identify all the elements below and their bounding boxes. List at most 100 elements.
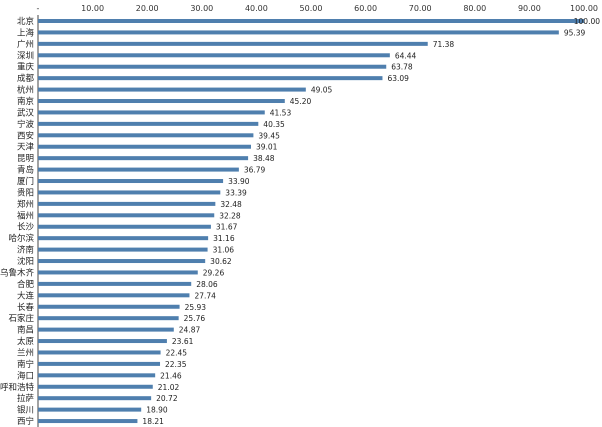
x-tick-label: 20.00 <box>136 4 159 13</box>
bar <box>38 407 142 412</box>
value-label: 29.26 <box>203 268 225 277</box>
bar <box>38 76 383 81</box>
bar <box>38 179 224 184</box>
bar <box>38 133 254 138</box>
bar <box>38 30 559 35</box>
category-label: 广州 <box>17 39 34 50</box>
bar <box>38 167 239 172</box>
bar <box>38 224 211 229</box>
category-label: 天津 <box>17 142 35 153</box>
x-tick-label: 80.00 <box>463 4 486 13</box>
category-label: 西宁 <box>17 416 34 427</box>
bar <box>38 99 285 104</box>
value-label: 27.74 <box>194 291 216 300</box>
value-label: 18.21 <box>142 417 164 426</box>
bar <box>38 259 206 264</box>
bar <box>38 270 198 275</box>
category-label: 合肥 <box>17 279 35 290</box>
category-label: 西安 <box>17 130 34 141</box>
category-label: 海口 <box>17 370 34 381</box>
category-label: 青岛 <box>17 165 34 176</box>
category-label: 南昌 <box>17 325 34 336</box>
category-label: 石家庄 <box>8 313 34 324</box>
value-label: 18.90 <box>146 406 168 415</box>
bar <box>38 361 161 366</box>
bar <box>38 316 179 321</box>
value-label: 21.46 <box>160 371 182 380</box>
x-tick-label: 60.00 <box>354 4 377 13</box>
category-label: 上海 <box>17 27 35 38</box>
bar <box>38 396 152 401</box>
bar <box>38 373 156 378</box>
category-label: 北京 <box>17 16 34 27</box>
category-label: 太原 <box>17 336 34 347</box>
value-label: 31.06 <box>213 246 235 255</box>
bars <box>38 19 584 424</box>
category-label: 重庆 <box>17 62 35 73</box>
value-label: 32.28 <box>219 211 241 220</box>
bar <box>38 53 390 58</box>
value-label: 40.35 <box>263 120 285 129</box>
value-label: 39.01 <box>256 143 278 152</box>
bar <box>38 281 192 286</box>
category-label: 银川 <box>17 405 34 416</box>
bar <box>38 87 306 92</box>
value-labels: 100.00 95.39 71.38 64.44 63.78 63.09 49.05 45.2… <box>142 17 600 426</box>
value-label: 33.39 <box>225 188 247 197</box>
value-label: 100.00 <box>574 17 600 26</box>
value-label: 22.45 <box>166 348 188 357</box>
value-label: 63.09 <box>387 74 409 83</box>
x-tick-label: 50.00 <box>300 4 323 13</box>
bar <box>38 236 209 241</box>
value-label: 32.48 <box>220 200 242 209</box>
category-label: 哈尔滨 <box>8 233 34 244</box>
value-label: 24.87 <box>179 326 201 335</box>
category-label: 成都 <box>17 73 35 84</box>
x-tick-label: 30.00 <box>190 4 213 13</box>
category-label: 南宁 <box>17 359 34 370</box>
bar <box>38 156 249 161</box>
category-label: 拉萨 <box>17 393 35 404</box>
bar <box>38 201 216 206</box>
value-label: 31.16 <box>213 234 235 243</box>
bar <box>38 190 221 195</box>
x-tick-label: - <box>37 4 40 13</box>
value-label: 63.78 <box>391 63 413 72</box>
value-label: 45.20 <box>290 97 312 106</box>
category-label: 深圳 <box>17 50 34 61</box>
category-label: 呼和浩特 <box>0 382 34 393</box>
bar <box>38 41 428 46</box>
bar <box>38 419 138 424</box>
category-label: 济南 <box>17 245 34 256</box>
bar <box>38 339 167 344</box>
x-tick-label: 10.00 <box>81 4 104 13</box>
value-label: 22.35 <box>165 360 187 369</box>
value-label: 49.05 <box>311 86 333 95</box>
value-label: 31.67 <box>216 223 238 232</box>
value-label: 20.72 <box>156 394 178 403</box>
value-label: 21.02 <box>158 383 180 392</box>
value-label: 95.39 <box>564 28 586 37</box>
value-label: 71.38 <box>433 40 455 49</box>
bar <box>38 304 180 309</box>
category-label: 大连 <box>17 290 35 301</box>
value-label: 28.06 <box>196 280 218 289</box>
category-label: 厦门 <box>17 176 34 187</box>
category-label: 武汉 <box>17 107 35 118</box>
value-label: 23.61 <box>172 337 194 346</box>
bar <box>38 350 161 355</box>
category-label: 郑州 <box>17 199 34 210</box>
bar <box>38 213 215 218</box>
value-label: 38.48 <box>253 154 275 163</box>
bar <box>38 64 387 69</box>
x-tick-label: 70.00 <box>409 4 432 13</box>
category-label: 南京 <box>17 96 34 107</box>
value-label: 39.45 <box>258 131 280 140</box>
bar <box>38 110 265 115</box>
x-tick-label: 100.00 <box>570 4 598 13</box>
category-label: 贵阳 <box>17 187 34 198</box>
category-label: 兰州 <box>17 347 34 358</box>
bar <box>38 384 153 389</box>
category-label: 宁波 <box>17 119 35 130</box>
